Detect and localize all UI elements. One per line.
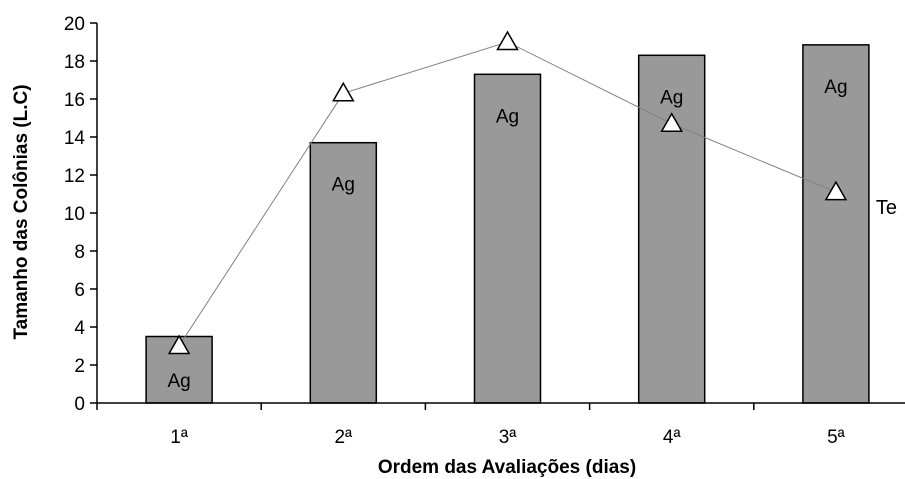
y-tick-label: 4 — [74, 318, 85, 339]
bar-data-label: Ag — [660, 87, 683, 108]
bar-data-label: Ag — [496, 106, 519, 127]
data-point-marker — [496, 30, 519, 51]
axes-layer: 0 2 4 6 8 10 12 14 16 18 20 1ª 2ª 3ª 4ª 5ª — [64, 14, 905, 448]
x-axis-title: Ordem das Avaliações (dias) — [378, 457, 636, 478]
bar — [309, 141, 378, 404]
y-tick-label: 10 — [64, 204, 85, 225]
y-tick-label: 18 — [64, 52, 85, 73]
y-tick-label: 16 — [64, 90, 85, 111]
bars-layer: Ag Ag Ag Ag Ag — [145, 44, 870, 404]
data-point-marker — [660, 112, 683, 132]
bar-data-label: Ag — [167, 371, 190, 392]
series-label-te: Te — [876, 197, 897, 219]
x-tick-label: 5ª — [827, 427, 846, 448]
data-point-marker — [167, 334, 191, 355]
x-tick-label: 2ª — [334, 427, 353, 448]
data-point-marker — [332, 81, 355, 102]
x-tick-label: 4ª — [663, 427, 682, 448]
y-axis-title: Tamanho das Colônias (L.C) — [11, 84, 32, 339]
bar — [473, 73, 542, 404]
bar-data-label: Ag — [332, 175, 355, 196]
bar — [802, 44, 870, 404]
y-tick-label: 0 — [74, 394, 85, 415]
x-tick-label: 3ª — [499, 427, 518, 448]
y-tick-label: 8 — [74, 242, 85, 263]
line-layer: Te — [167, 30, 897, 355]
data-point-marker — [824, 180, 848, 201]
y-tick-label: 6 — [74, 280, 85, 301]
y-tick-label: 20 — [64, 14, 85, 35]
y-tick-label: 2 — [74, 356, 85, 377]
bar-data-label: Ag — [824, 77, 847, 98]
y-tick-label: 12 — [64, 166, 85, 187]
x-tick-label: 1ª — [170, 427, 189, 448]
y-tick-label: 14 — [64, 128, 86, 149]
